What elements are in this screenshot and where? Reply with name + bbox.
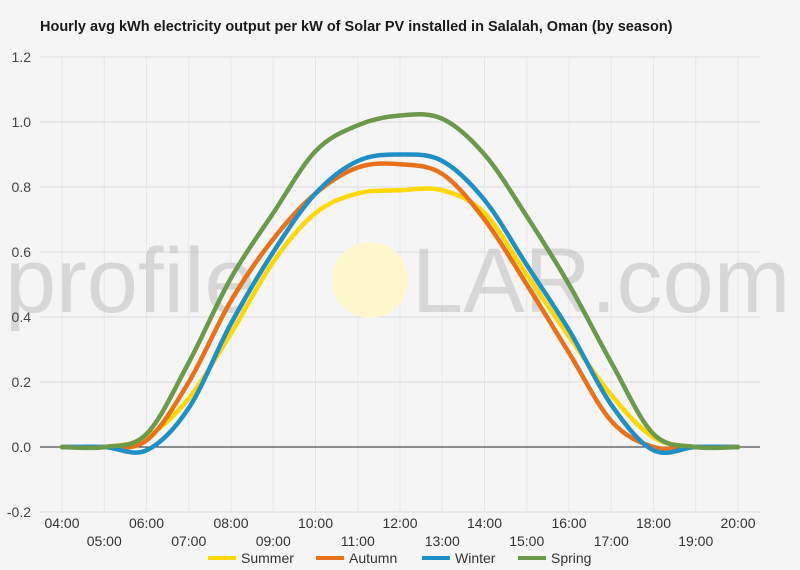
x-tick-label: 04:00: [44, 515, 79, 531]
y-tick-label: 1.0: [12, 114, 32, 130]
watermark: profile LAR.com: [5, 230, 790, 332]
y-tick-label: 0.4: [12, 309, 32, 325]
watermark-sun-icon: [332, 242, 408, 318]
x-tick-label: 12:00: [382, 515, 417, 531]
y-tick-label: 0.2: [12, 374, 32, 390]
x-tick-label: 09:00: [256, 533, 291, 549]
x-tick-label: 20:00: [720, 515, 755, 531]
axis-layer: 1.2 1.0 0.8 0.6 0.4 0.2 0.0 -0.2 04:00 05:00 06:00…: [7, 49, 760, 549]
x-tick-label: 19:00: [678, 533, 713, 549]
y-tick-label: 0.8: [12, 179, 32, 195]
y-tick-label: 1.2: [12, 49, 32, 65]
series-layer: [59, 112, 741, 456]
grid-layer: [40, 56, 760, 513]
chart-title: Hourly avg kWh electricity output per kW…: [40, 19, 673, 35]
series-line-winter: [59, 152, 741, 456]
y-tick-label: -0.2: [7, 504, 31, 520]
x-tick-label: 11:00: [341, 533, 375, 549]
watermark-text-right: LAR.com: [412, 230, 790, 332]
x-tick-label: 15:00: [509, 533, 544, 549]
x-tick-label: 14:00: [467, 515, 502, 531]
x-tick-label: 13:00: [425, 533, 460, 549]
x-tick-label: 10:00: [298, 515, 333, 531]
legend-label-spring: Spring: [551, 550, 591, 566]
x-tick-label: 05:00: [87, 533, 122, 549]
series-line-summer: [59, 186, 741, 450]
x-tick-label: 17:00: [594, 533, 629, 549]
x-tick-label: 06:00: [129, 515, 164, 531]
legend: Summer Autumn Winter Spring: [208, 550, 591, 566]
y-tick-label: 0.0: [12, 439, 32, 455]
x-tick-label: 18:00: [636, 515, 671, 531]
legend-label-autumn: Autumn: [349, 550, 397, 566]
series-line-spring: [59, 112, 741, 451]
legend-label-winter: Winter: [455, 550, 496, 566]
watermark-text-left: profile: [5, 230, 256, 332]
y-tick-label: 0.6: [12, 244, 32, 260]
x-tick-label: 16:00: [551, 515, 586, 531]
series-line-autumn: [59, 161, 741, 452]
x-tick-label: 08:00: [213, 515, 248, 531]
legend-label-summer: Summer: [241, 550, 294, 566]
x-tick-label: 07:00: [171, 533, 206, 549]
